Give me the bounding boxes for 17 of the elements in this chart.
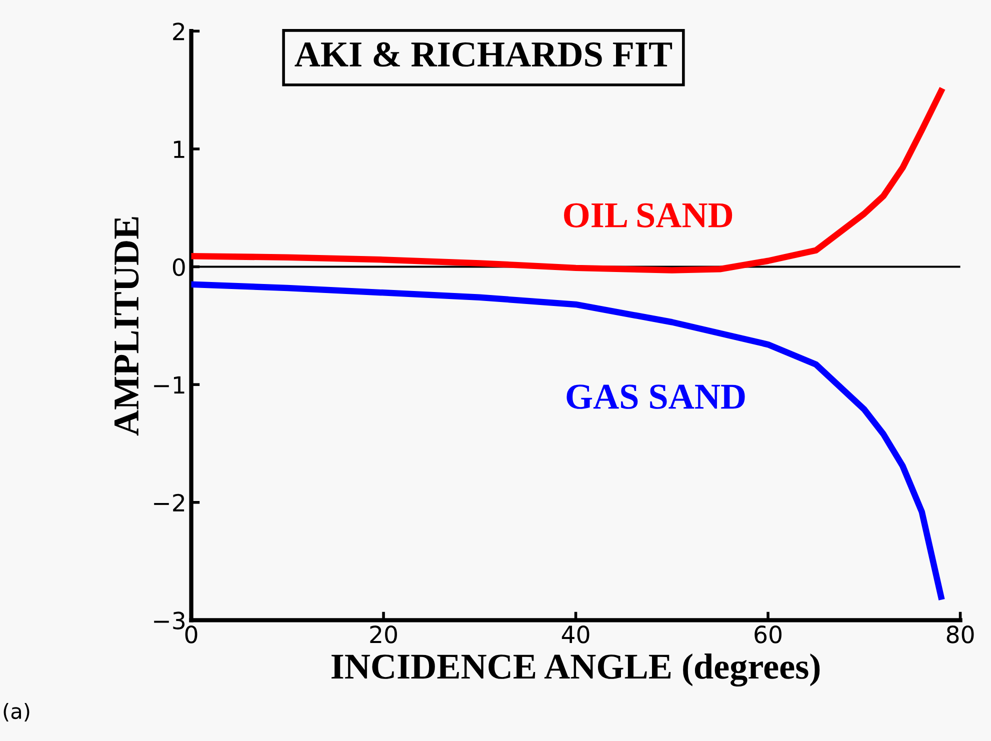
y-tick-label: 0 [172,258,185,276]
y-tick-label: −3 [154,612,185,630]
y-tick-label: −1 [154,376,184,394]
chart-title: AKI & RICHARDS FIT [294,42,672,67]
x-tick-label: 20 [370,625,397,644]
x-axis-title: INCIDENCE ANGLE (degrees) [332,653,820,687]
x-tick-label: 40 [562,625,590,644]
series-label: OIL SAND [564,203,732,228]
text: (a) [4,702,30,722]
y-tick-label: 2 [173,22,184,40]
y-axis-title: AMPLITUDE [114,217,139,436]
x-tick-label: 0 [185,625,198,644]
y-tick-label: −2 [154,494,184,512]
x-tick-label: 80 [946,625,974,644]
y-tick-label: 1 [174,140,184,158]
x-tick-label: 60 [754,625,782,644]
series-label: GAS SAND [566,384,745,409]
